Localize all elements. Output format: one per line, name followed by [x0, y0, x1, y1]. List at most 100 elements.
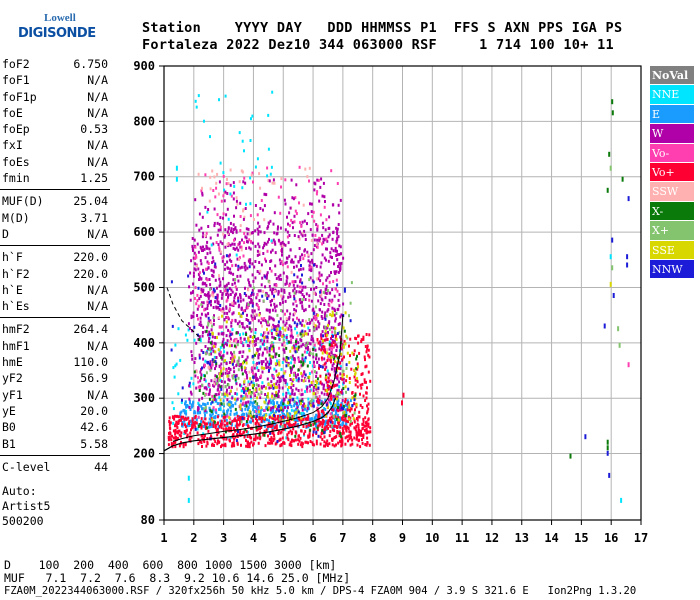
echo-point [304, 330, 307, 334]
echo-point [204, 409, 207, 412]
echo-point [347, 401, 350, 405]
legend-item: SSE [650, 240, 694, 260]
echo-point [282, 402, 285, 406]
echo-point [209, 187, 212, 191]
echo-point [298, 201, 300, 205]
echo-point [254, 229, 257, 233]
echo-point [349, 399, 352, 403]
echo-point [342, 256, 345, 260]
echo-point [219, 408, 222, 412]
echo-point [208, 278, 211, 281]
echo-point [240, 368, 243, 372]
echo-point [223, 267, 226, 271]
echo-point [228, 371, 231, 374]
echo-point [278, 363, 281, 367]
echo-point [218, 325, 221, 329]
legend-item: E [650, 104, 694, 125]
echo-point [302, 298, 305, 302]
echo-point [237, 248, 240, 252]
echo-point [326, 309, 329, 313]
echo-point [335, 254, 338, 257]
echo-point [300, 412, 303, 415]
echo-point [217, 348, 220, 352]
echo-point [304, 440, 307, 444]
echo-point [241, 395, 244, 399]
echo-point [208, 397, 211, 401]
echo-point [343, 355, 345, 359]
echo-point [362, 423, 365, 427]
echo-point [348, 376, 351, 380]
echo-point [273, 181, 276, 185]
echo-point [331, 428, 334, 432]
echo-point [339, 432, 342, 435]
echo-point [253, 437, 255, 441]
echo-point [216, 427, 219, 431]
echo-point [279, 333, 282, 337]
echo-point [289, 403, 292, 407]
echo-point [295, 407, 298, 411]
echo-point [323, 256, 326, 260]
echo-point [276, 362, 279, 366]
echo-point [172, 366, 175, 370]
echo-point [296, 322, 299, 326]
echo-point [318, 236, 321, 240]
echo-point [245, 246, 248, 250]
echo-point [221, 325, 224, 329]
echo-mark [175, 165, 178, 171]
echo-point [337, 235, 340, 239]
echo-point [317, 401, 320, 405]
echo-point [344, 411, 347, 415]
echo-point [231, 376, 234, 380]
echo-point [290, 361, 293, 365]
echo-point [189, 390, 192, 394]
echo-point [286, 416, 289, 420]
echo-point [293, 414, 295, 418]
echo-point [259, 186, 262, 190]
echo-point [284, 243, 287, 247]
echo-point [253, 335, 256, 339]
echo-point [351, 421, 353, 425]
echo-point [300, 371, 303, 375]
echo-point [348, 430, 351, 434]
echo-point [334, 249, 337, 253]
echo-point [260, 419, 263, 423]
echo-point [273, 385, 276, 389]
echo-point [289, 366, 292, 370]
echo-point [255, 415, 258, 419]
echo-point [219, 419, 222, 423]
echo-point [332, 280, 335, 283]
echo-point [293, 297, 296, 301]
echo-point [240, 420, 243, 424]
echo-point [345, 379, 348, 383]
echo-point [270, 303, 272, 307]
echo-point [202, 402, 205, 406]
echo-point [240, 362, 243, 366]
echo-point [257, 356, 260, 360]
echo-point [245, 202, 247, 206]
echo-point [225, 182, 228, 186]
echo-point [247, 380, 250, 384]
echo-point [334, 343, 337, 347]
echo-point [323, 430, 326, 434]
echo-point [267, 221, 270, 225]
echo-point [323, 440, 326, 444]
echo-point [259, 409, 262, 413]
echo-point [222, 354, 225, 358]
parameter-value: 220.0 [73, 266, 108, 281]
echo-point [301, 306, 304, 310]
echo-point [328, 352, 331, 356]
echo-point [281, 406, 284, 410]
parameter-name: foF1 [2, 73, 30, 88]
echo-point [222, 332, 225, 336]
echo-point [256, 378, 259, 382]
echo-point [280, 406, 283, 410]
echo-point [201, 215, 204, 219]
echo-point [203, 393, 206, 397]
echo-point [190, 422, 193, 425]
echo-point [343, 424, 346, 428]
echo-point [241, 139, 244, 143]
echo-mark [606, 450, 609, 456]
echo-point [202, 268, 205, 272]
echo-point [313, 322, 316, 326]
echo-point [240, 384, 243, 388]
